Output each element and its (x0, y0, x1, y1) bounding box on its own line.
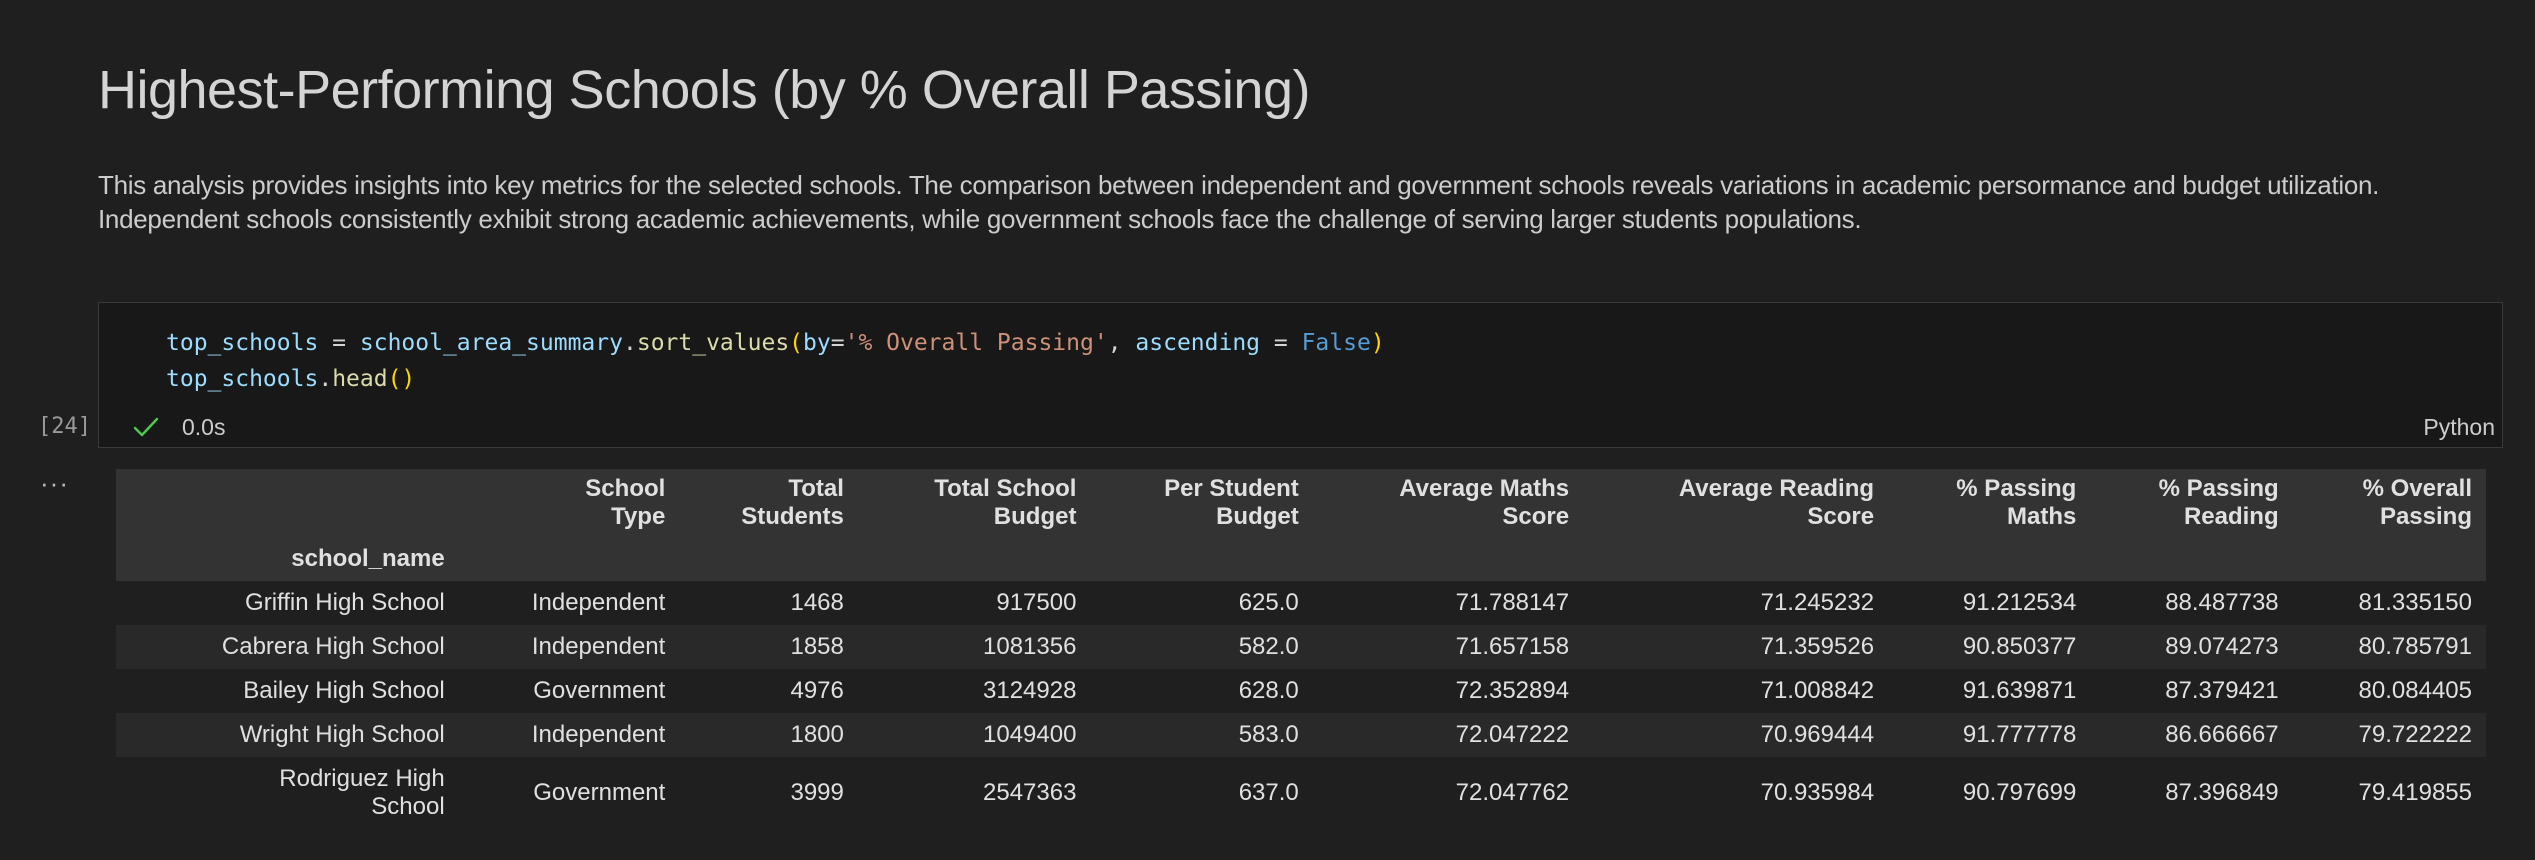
column-header: % Passing Maths (1888, 469, 2091, 537)
table-cell: 71.008842 (1760, 677, 1875, 704)
table-cell: 86.666667 (2165, 721, 2279, 748)
row-index: Rodriguez High School (279, 765, 445, 820)
paragraph-line: This analysis provides insights into key… (98, 170, 2380, 200)
column-header: School Type (458, 469, 680, 537)
column-header: Total School Budget (857, 469, 1091, 537)
table-cell: 87.379421 (2165, 677, 2279, 704)
table-cell: Independent (531, 633, 666, 660)
code-editor[interactable]: top_schools = school_area_summary.sort_v… (166, 325, 1385, 397)
table-row: Griffin High School Independent 1468 917… (116, 581, 2486, 625)
table-cell: 72.047762 (1455, 779, 1570, 806)
table-cell: 88.487738 (2165, 589, 2279, 616)
column-header: Per Student Budget (1090, 469, 1313, 537)
language-label[interactable]: Python (2423, 414, 2495, 440)
section-heading: Highest-Performing Schools (by % Overall… (98, 60, 1310, 120)
success-check-icon (132, 414, 160, 445)
table-row: Cabrera High School Independent 1858 108… (116, 625, 2486, 669)
table-row: Wright High School Independent 1800 1049… (116, 713, 2486, 757)
paragraph-line: Independent schools consistently exhibit… (98, 204, 1862, 234)
table-cell: 70.969444 (1760, 721, 1875, 748)
table-cell: 90.850377 (1962, 633, 2077, 660)
table-cell: 71.359526 (1760, 633, 1875, 660)
table-cell: 2547363 (983, 779, 1077, 806)
row-index: Cabrera High School (221, 633, 445, 660)
table-cell: 81.335150 (2358, 589, 2472, 616)
table-cell: 625.0 (1238, 589, 1299, 616)
column-header-blank (116, 469, 459, 537)
table-cell: 583.0 (1238, 721, 1299, 748)
table-cell: 1858 (790, 633, 844, 660)
table-cell: 1081356 (983, 633, 1077, 660)
table-cell: 91.777778 (1962, 721, 2077, 748)
table-cell: 3999 (790, 779, 844, 806)
table-cell: 89.074273 (2165, 633, 2279, 660)
table-cell: 70.935984 (1760, 779, 1875, 806)
code-line-1: top_schools = school_area_summary.sort_v… (166, 330, 1385, 356)
table-cell: 628.0 (1238, 677, 1299, 704)
table-cell: 4976 (790, 677, 844, 704)
row-index: Griffin High School (245, 589, 445, 616)
table-row: Rodriguez High School Government 3999 254… (116, 757, 2486, 829)
output-more-icon[interactable]: ··· (40, 468, 69, 498)
table-cell: 80.084405 (2358, 677, 2472, 704)
index-name-header: school_name (116, 537, 459, 581)
output-dataframe: School Type Total Students Total School Bud… (116, 469, 2486, 829)
table-cell: 71.788147 (1455, 589, 1570, 616)
table-cell: 79.722222 (2358, 721, 2472, 748)
code-cell[interactable]: top_schools = school_area_summary.sort_v… (98, 302, 2503, 448)
table-cell: Government (533, 779, 666, 806)
table-cell: 1800 (790, 721, 844, 748)
table-cell: 71.245232 (1760, 589, 1875, 616)
table-cell: 3124928 (983, 677, 1077, 704)
table-cell: 79.419855 (2358, 779, 2472, 806)
table-cell: 1049400 (983, 721, 1077, 748)
table-cell: 80.785791 (2358, 633, 2472, 660)
table-cell: 1468 (790, 589, 844, 616)
row-index: Bailey High School (243, 677, 445, 704)
table-cell: 637.0 (1238, 779, 1299, 806)
table-cell: 72.352894 (1455, 677, 1570, 704)
code-line-2: top_schools.head() (166, 366, 416, 392)
table-cell: Independent (531, 589, 666, 616)
table-cell: 90.797699 (1962, 779, 2077, 806)
table-cell: 91.639871 (1962, 677, 2077, 704)
column-header: Average Maths Score (1312, 469, 1584, 537)
execution-time: 0.0s (182, 414, 226, 440)
table-cell: 91.212534 (1962, 589, 2077, 616)
table-cell: 71.657158 (1455, 633, 1570, 660)
column-header: Total Students (679, 469, 858, 537)
table-cell: Government (533, 677, 666, 704)
column-header: % Overall Passing (2292, 469, 2486, 537)
column-header: Average Reading Score (1583, 469, 1889, 537)
table-cell: 72.047222 (1455, 721, 1570, 748)
table-cell: 582.0 (1238, 633, 1299, 660)
row-index: Wright High School (239, 721, 445, 748)
description-paragraph: This analysis provides insights into key… (98, 168, 2498, 236)
column-header: % Passing Reading (2090, 469, 2293, 537)
table-cell: Independent (531, 721, 666, 748)
execution-count: [24] (38, 414, 91, 439)
table-cell: 87.396849 (2165, 779, 2279, 806)
table-cell: 917500 (996, 589, 1077, 616)
markdown-cell[interactable]: Highest-Performing Schools (by % Overall… (98, 52, 2498, 236)
table-row: Bailey High School Government 4976 31249… (116, 669, 2486, 713)
